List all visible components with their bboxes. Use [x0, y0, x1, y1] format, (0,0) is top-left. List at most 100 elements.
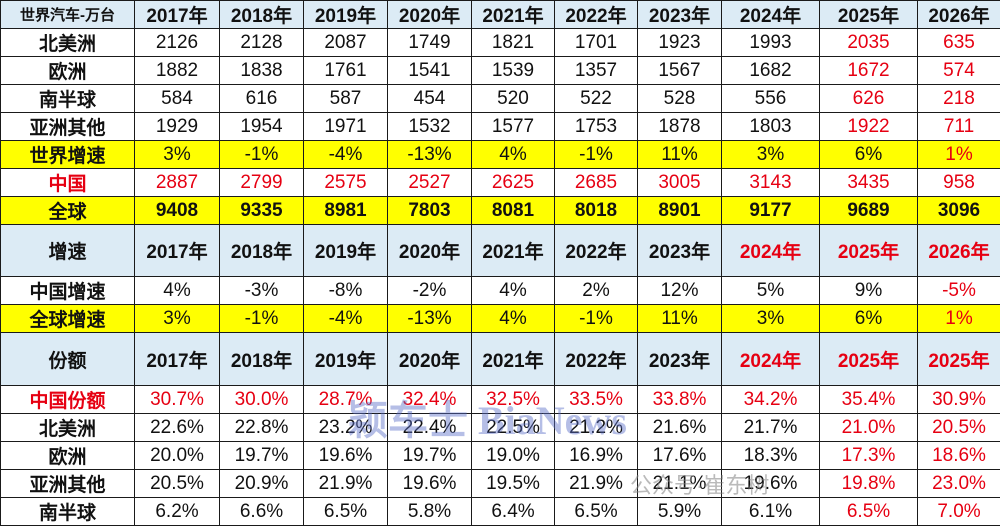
header-row-cell: 2020年	[388, 1, 472, 29]
global-row-cell: 9408	[135, 197, 220, 225]
production-row-cell: 574	[918, 57, 1000, 85]
share-row-cell: 6.2%	[135, 498, 220, 526]
world-growth-row-cell: 3%	[722, 141, 820, 169]
china-growth-row-cell: 4%	[135, 277, 220, 305]
share-row-cell: 6.6%	[220, 498, 304, 526]
production-row-cell: 584	[135, 85, 220, 113]
china-row-cell: 3435	[820, 169, 918, 197]
production-row-cell: 1838	[220, 57, 304, 85]
global-row-cell: 8018	[555, 197, 638, 225]
production-row: 北美洲 2126 2128 2087 1749 1821 1701 1923 1993 2035 6…	[1, 29, 1000, 57]
share-header-row-cell: 2023年	[638, 333, 722, 386]
share-row-cell: 21.1%	[638, 470, 722, 498]
share-row-cell: 32.5%	[472, 386, 555, 414]
china-row-cell: 3005	[638, 169, 722, 197]
growth-header-row-cell: 2017年	[135, 225, 220, 277]
production-row-cell: 2087	[304, 29, 388, 57]
share-row-cell: 22.4%	[388, 414, 472, 442]
global-growth-row-cell: -1%	[220, 305, 304, 333]
share-row-cell: 17.3%	[820, 442, 918, 470]
share-row-cell: 30.9%	[918, 386, 1000, 414]
production-row-label: 南半球	[1, 85, 135, 113]
share-row-cell: 28.7%	[304, 386, 388, 414]
production-row-cell: 218	[918, 85, 1000, 113]
header-row-cell: 2017年	[135, 1, 220, 29]
share-header-row: 份额 2017年 2018年 2019年 2020年 2021年 2022年 2023年 202…	[1, 333, 1000, 386]
share-row-label: 亚洲其他	[1, 470, 135, 498]
share-row-cell: 22.5%	[472, 414, 555, 442]
share-row-cell: 18.3%	[722, 442, 820, 470]
production-row-cell: 1577	[472, 113, 555, 141]
global-growth-row-cell: 3%	[135, 305, 220, 333]
growth-header-row-cell: 2025年	[820, 225, 918, 277]
production-row-cell: 1878	[638, 113, 722, 141]
production-row-cell: 1357	[555, 57, 638, 85]
global-row-cell: 3096	[918, 197, 1000, 225]
header-row-cell: 2025年	[820, 1, 918, 29]
growth-header-row-cell: 2024年	[722, 225, 820, 277]
growth-header-row-cell: 2020年	[388, 225, 472, 277]
production-row-cell: 1753	[555, 113, 638, 141]
china-growth-row-cell: -2%	[388, 277, 472, 305]
production-row-cell: 1923	[638, 29, 722, 57]
share-row-cell: 18.6%	[918, 442, 1000, 470]
header-row-cell: 2024年	[722, 1, 820, 29]
share-row-cell: 6.1%	[722, 498, 820, 526]
share-row-cell: 19.0%	[472, 442, 555, 470]
share-row-cell: 20.5%	[918, 414, 1000, 442]
production-row: 欧洲 1882 1838 1761 1541 1539 1357 1567 1682 1672 57…	[1, 57, 1000, 85]
production-row-cell: 711	[918, 113, 1000, 141]
production-row-cell: 1567	[638, 57, 722, 85]
share-header-row-cell: 2025年	[918, 333, 1000, 386]
production-row-cell: 556	[722, 85, 820, 113]
share-row-cell: 19.6%	[722, 470, 820, 498]
global-growth-row-cell: 11%	[638, 305, 722, 333]
china-row-cell: 2685	[555, 169, 638, 197]
share-header-row-cell: 2020年	[388, 333, 472, 386]
share-row-label: 欧洲	[1, 442, 135, 470]
china-row-label: 中国	[1, 169, 135, 197]
share-row-cell: 7.0%	[918, 498, 1000, 526]
share-row-cell: 17.6%	[638, 442, 722, 470]
header-row-cell: 2018年	[220, 1, 304, 29]
production-row-cell: 1993	[722, 29, 820, 57]
share-row-label: 中国份额	[1, 386, 135, 414]
china-row: 中国 2887 2799 2575 2527 2625 2685 3005 3143 3435 95…	[1, 169, 1000, 197]
share-row: 中国份额 30.7% 30.0% 28.7% 32.4% 32.5% 33.5% 33.8% 3…	[1, 386, 1000, 414]
world-growth-row: 世界增速 3% -1% -4% -13% 4% -1% 11% 3% 6% 1%	[1, 141, 1000, 169]
share-header-row-cell: 2025年	[820, 333, 918, 386]
share-row-cell: 22.8%	[220, 414, 304, 442]
production-row-cell: 1541	[388, 57, 472, 85]
production-row-cell: 520	[472, 85, 555, 113]
production-row-label: 欧洲	[1, 57, 135, 85]
world-growth-row-cell: -1%	[555, 141, 638, 169]
production-row-cell: 1882	[135, 57, 220, 85]
china-growth-row-cell: 4%	[472, 277, 555, 305]
production-row-cell: 454	[388, 85, 472, 113]
world-growth-row-cell: 1%	[918, 141, 1000, 169]
world-growth-row-cell: -13%	[388, 141, 472, 169]
production-row-label: 北美洲	[1, 29, 135, 57]
growth-header-row-cell: 2019年	[304, 225, 388, 277]
global-row-cell: 9335	[220, 197, 304, 225]
production-row-cell: 1803	[722, 113, 820, 141]
world-growth-row-cell: 11%	[638, 141, 722, 169]
china-row-cell: 958	[918, 169, 1000, 197]
production-row-cell: 635	[918, 29, 1000, 57]
share-row-cell: 30.0%	[220, 386, 304, 414]
production-row-cell: 1682	[722, 57, 820, 85]
share-row: 北美洲 22.6% 22.8% 23.2% 22.4% 22.5% 21.2% 21.6% 21…	[1, 414, 1000, 442]
production-row-cell: 1922	[820, 113, 918, 141]
growth-header-row-cell: 2018年	[220, 225, 304, 277]
share-header-row-cell: 2019年	[304, 333, 388, 386]
share-row-cell: 22.6%	[135, 414, 220, 442]
production-row-cell: 1761	[304, 57, 388, 85]
production-row-cell: 528	[638, 85, 722, 113]
growth-header-row-cell: 2021年	[472, 225, 555, 277]
share-row-cell: 19.7%	[220, 442, 304, 470]
global-growth-row-cell: -4%	[304, 305, 388, 333]
production-row-cell: 587	[304, 85, 388, 113]
header-row-label: 世界汽车-万台	[1, 1, 135, 29]
share-row-cell: 6.5%	[555, 498, 638, 526]
